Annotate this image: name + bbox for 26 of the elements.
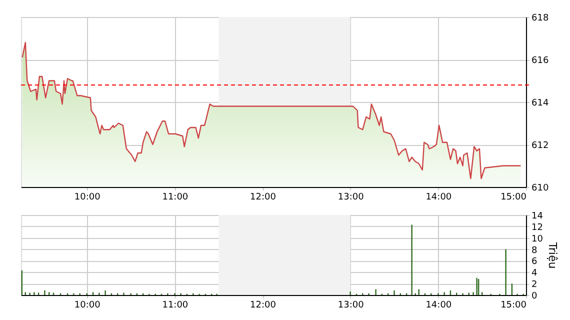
x-tick-label: 12:00 (250, 300, 276, 310)
y-tick-label: 610 (532, 184, 549, 194)
x-tick-label: 11:00 (162, 300, 188, 310)
x-tick-label: 14:00 (426, 300, 452, 310)
x-tick-label: 12:00 (250, 192, 276, 202)
y-tick-label: 8 (532, 246, 538, 256)
y-tick-label: 2 (532, 280, 538, 290)
x-tick-label: 13:00 (338, 192, 364, 202)
y-tick-label: 616 (532, 56, 549, 66)
y-tick-label: 4 (532, 268, 538, 279)
x-tick-label: 14:00 (426, 192, 452, 202)
x-tick-label: 15:00 (500, 192, 527, 202)
y-tick-label: 14 (532, 212, 544, 222)
x-tick-label: 10:00 (74, 300, 101, 310)
y-axis-title: Triệu (546, 241, 559, 269)
y-tick-label: 6 (532, 257, 538, 268)
y-tick-label: 618 (532, 14, 549, 24)
y-tick-label: 12 (532, 222, 543, 233)
y-tick-label: 614 (532, 98, 549, 108)
y-tick-label: 10 (532, 234, 544, 244)
x-tick-label: 10:00 (74, 192, 101, 202)
y-tick-label: 612 (532, 141, 549, 151)
x-tick-label: 13:00 (338, 300, 364, 310)
x-tick-label: 15:00 (500, 300, 527, 310)
y-tick-label: 0 (532, 292, 538, 302)
x-tick-label: 11:00 (162, 192, 188, 202)
